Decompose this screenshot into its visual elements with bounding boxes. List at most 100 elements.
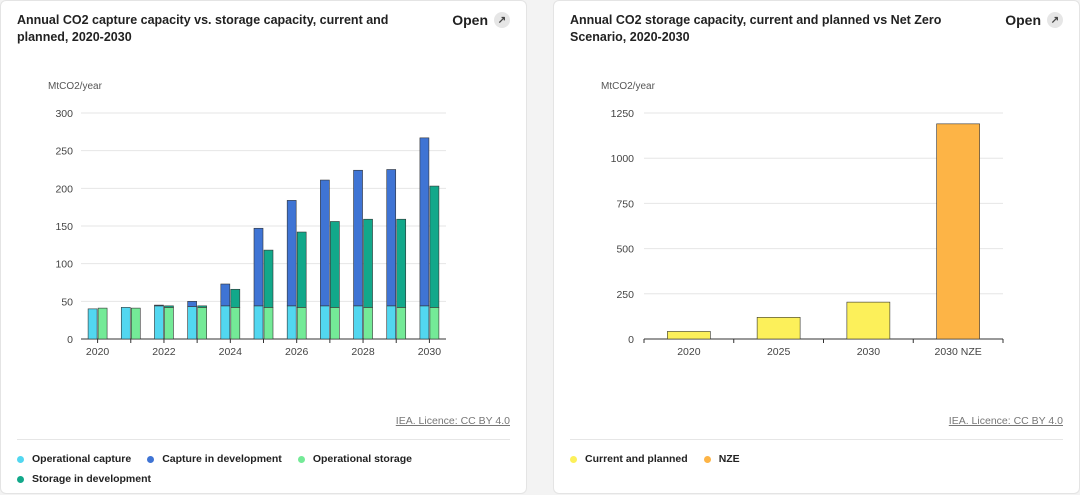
bar [419, 137, 430, 307]
y-axis-unit: MtCO2/year [601, 81, 656, 92]
legend-item[interactable]: Operational storage [297, 452, 413, 466]
open-button[interactable]: Open ↗ [1005, 12, 1063, 28]
bar [296, 307, 307, 340]
x-tick-label: 2028 [351, 346, 375, 358]
x-tick-label: 2030 [857, 346, 881, 358]
chart-title: Annual CO2 storage capacity, current and… [570, 13, 942, 44]
bar [164, 305, 174, 308]
bar [263, 307, 274, 340]
legend-item[interactable]: Current and planned [570, 452, 688, 466]
y-tick-label: 500 [616, 244, 634, 256]
y-tick-label: 200 [55, 183, 73, 195]
legend-label: Operational capture [32, 453, 132, 465]
bar [253, 227, 264, 307]
bar [154, 304, 164, 307]
bar [330, 221, 340, 308]
bar [220, 283, 231, 307]
x-tick-label: 2030 [418, 346, 442, 358]
bar [230, 307, 241, 340]
legend-dot-icon [570, 455, 577, 463]
legend-item[interactable]: NZE [703, 452, 740, 466]
legend: Current and planned NZE [570, 452, 1050, 472]
chart-card-capture-vs-storage: Annual CO2 capture capacity vs. storage … [0, 0, 527, 494]
expand-icon: ↗ [494, 12, 510, 28]
bar [253, 305, 264, 340]
legend-item[interactable]: Capture in development [147, 452, 282, 466]
bar [419, 305, 430, 340]
bar [320, 179, 330, 307]
x-tick-label: 2024 [219, 346, 243, 358]
divider [17, 439, 510, 440]
bar [286, 305, 297, 340]
open-label: Open [1005, 12, 1041, 28]
bar [667, 331, 711, 340]
legend-dot-icon [147, 455, 155, 463]
bar [756, 317, 801, 340]
bar [187, 301, 197, 307]
chart-card-storage-vs-nze: Annual CO2 storage capacity, current and… [553, 0, 1080, 494]
legend: Operational capture Capture in developmen… [17, 452, 497, 492]
chart-storage-vs-nze: MtCO2/year 0 250 500 750 1000 1250 2020 2025 2030… [601, 81, 1004, 358]
bar [396, 307, 407, 340]
legend-dot-icon [703, 455, 711, 463]
x-tick-label: 2020 [86, 346, 110, 358]
y-tick-label: 1000 [611, 153, 635, 165]
x-tick-label: 2030 NZE [934, 346, 981, 358]
legend-label: Current and planned [585, 453, 688, 465]
bar [130, 307, 141, 340]
bar [97, 307, 108, 340]
bar [386, 169, 397, 307]
bar [87, 308, 98, 340]
open-button[interactable]: Open ↗ [452, 12, 510, 28]
bar [353, 305, 363, 340]
y-tick-label: 50 [61, 296, 73, 308]
y-tick-label: 750 [616, 198, 634, 210]
bar [846, 301, 891, 340]
x-tick-label: 2022 [152, 346, 176, 358]
bar [363, 218, 373, 308]
chart-capture-vs-storage: MtCO2/year 0 50 100 150 200 250 300 2020 2022 2024… [48, 81, 446, 358]
y-tick-label: 150 [55, 221, 73, 233]
bar [230, 288, 241, 308]
open-label: Open [452, 12, 488, 28]
bar [363, 307, 373, 340]
bar [386, 305, 397, 340]
legend-item[interactable]: Storage in development [17, 472, 151, 486]
x-tick-label: 2026 [285, 346, 309, 358]
bar [120, 307, 131, 340]
bar [263, 249, 274, 308]
bar [164, 307, 174, 340]
legend-dot-icon [297, 455, 305, 463]
legend-label: Storage in development [32, 473, 152, 485]
licence-link[interactable]: IEA. Licence: CC BY 4.0 [948, 415, 1063, 427]
legend-label: Operational storage [312, 453, 413, 465]
bar [353, 169, 363, 307]
bar [197, 305, 207, 308]
y-tick-label: 300 [55, 108, 73, 120]
bar [197, 307, 207, 340]
legend-dot-icon [17, 475, 24, 483]
divider [570, 439, 1063, 440]
y-tick-label: 0 [67, 334, 73, 346]
y-tick-label: 100 [55, 259, 73, 271]
chart-title: Annual CO2 capture capacity vs. storage … [17, 13, 389, 44]
bar [296, 231, 307, 308]
y-axis-unit: MtCO2/year [48, 81, 103, 92]
expand-icon: ↗ [1047, 12, 1063, 28]
bar [187, 306, 197, 340]
y-tick-label: 250 [616, 289, 634, 301]
bar [220, 305, 231, 340]
legend-label: NZE [718, 453, 740, 465]
bar [936, 123, 980, 340]
legend-item[interactable]: Operational capture [17, 452, 131, 466]
bar [154, 305, 164, 340]
legend-label: Capture in development [162, 453, 282, 465]
legend-dot-icon [17, 455, 24, 463]
bar [286, 200, 297, 307]
y-tick-label: 1250 [611, 108, 635, 120]
x-tick-label: 2020 [677, 346, 701, 358]
licence-link[interactable]: IEA. Licence: CC BY 4.0 [395, 415, 510, 427]
y-tick-label: 0 [628, 334, 634, 346]
x-tick-label: 2025 [767, 346, 791, 358]
bar [429, 307, 440, 340]
